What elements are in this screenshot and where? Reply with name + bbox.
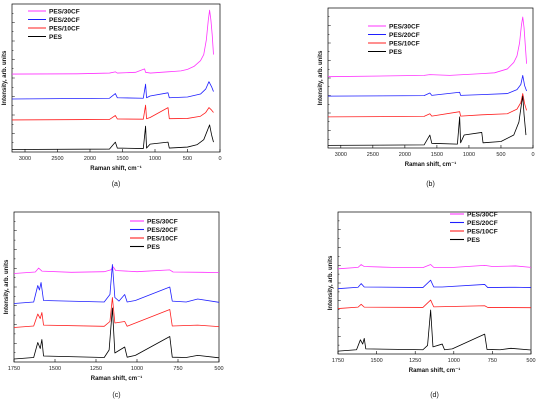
series-line-pes-20cf [337, 279, 532, 290]
x-tick-label: 0 [218, 156, 221, 162]
series-line-pes-10cf [327, 93, 527, 118]
x-tick-label: 500 [526, 358, 535, 364]
panel-d: 1750 1500 1250 1000 750 500 Raman shift, cm⁻¹ I… [328, 211, 536, 399]
legend-label: PES [389, 49, 403, 56]
x-tick-label: 1000 [463, 152, 475, 158]
legend-label: PES/30CF [389, 23, 420, 30]
x-tick-label: 500 [183, 156, 192, 162]
y-axis-title: Intensity, arb. units [328, 255, 334, 310]
legend-label: PES [147, 244, 161, 251]
series-line-pes-30cf [327, 16, 527, 78]
panel-label: (a) [112, 181, 121, 188]
x-tick-label: 2000 [399, 152, 411, 158]
x-tick-label: 1500 [49, 366, 61, 372]
x-tick-label: 1500 [431, 152, 443, 158]
x-tick-label: 1000 [149, 156, 161, 162]
series-line-pes-10cf [11, 104, 214, 121]
x-tick-label: 1250 [409, 358, 421, 364]
x-tick-label: 3000 [335, 152, 347, 158]
x-tick-label: 1750 [332, 358, 344, 364]
series-line-pes-20cf [327, 75, 527, 97]
x-tick-label: 750 [488, 358, 497, 364]
x-tick-label: 3000 [19, 156, 31, 162]
x-tick-label: 750 [173, 366, 182, 372]
series-line-pes-10cf [13, 297, 220, 328]
panel-label: (d) [430, 392, 439, 399]
series-line-pes-20cf [13, 264, 220, 304]
x-axis-title: Raman shift, cm⁻¹ [405, 161, 457, 168]
x-tick-label: 500 [214, 366, 223, 372]
plot-frame [337, 211, 532, 355]
x-tick-label: 2500 [51, 156, 63, 162]
y-axis-title: Intensity, arb. units [318, 50, 324, 105]
series-line-pes [327, 95, 527, 146]
series-line-pes [11, 124, 214, 150]
legend-label: PES/30CF [49, 8, 80, 15]
panel-c: 1750 1500 1250 1000 750 500 Raman shift, cm⁻¹ I… [4, 211, 224, 399]
panel-b: 3000 2500 2000 1500 1000 500 0 Raman shift, cm⁻… [318, 7, 535, 188]
plot-frame [327, 7, 534, 149]
legend-label: PES/20CF [147, 227, 178, 234]
x-tick-label: 1750 [8, 366, 20, 372]
plot-frame [13, 211, 220, 363]
series-line-pes-30cf [13, 266, 220, 274]
legend-label: PES/10CF [147, 235, 178, 242]
legend-label: PES/10CF [467, 228, 498, 235]
legend-label: PES/30CF [467, 211, 498, 218]
legend-label: PES/20CF [389, 32, 420, 39]
x-tick-label: 2500 [367, 152, 379, 158]
series-line-pes [13, 307, 220, 360]
legend-label: PES/20CF [467, 220, 498, 227]
legend-label: PES/10CF [389, 40, 420, 47]
y-axis-title: Intensity, arb. units [4, 259, 10, 314]
x-tick-label: 0 [531, 152, 534, 158]
x-tick-label: 1500 [116, 156, 128, 162]
x-tick-label: 1250 [90, 366, 102, 372]
panel-a: 3000 2500 2000 1500 1000 500 0 Raman shift, cm⁻… [2, 3, 222, 188]
x-tick-label: 500 [496, 152, 505, 158]
plot-frame [11, 3, 221, 153]
legend-label: PES/30CF [147, 218, 178, 225]
legend-label: PES [49, 34, 63, 41]
series-line-pes-20cf [11, 81, 214, 100]
series-line-pes [337, 309, 532, 352]
series-line-pes-10cf [337, 299, 532, 309]
panel-label: (c) [112, 392, 120, 399]
x-tick-label: 1500 [370, 358, 382, 364]
x-axis-title: Raman shift, cm⁻¹ [90, 165, 142, 172]
x-tick-label: 2000 [84, 156, 96, 162]
panel-label: (b) [426, 181, 435, 188]
series-line-pes-30cf [337, 264, 532, 270]
y-axis-title: Intensity, arb. units [2, 50, 8, 105]
legend-label: PES [467, 237, 481, 244]
x-tick-label: 1000 [131, 366, 143, 372]
x-axis-title: Raman shift, cm⁻¹ [91, 375, 143, 382]
x-tick-label: 1000 [448, 358, 460, 364]
series-line-pes-30cf [11, 9, 214, 75]
x-axis-title: Raman shift, cm⁻¹ [409, 367, 461, 374]
legend-label: PES/20CF [49, 17, 80, 24]
legend-label: PES/10CF [49, 25, 80, 32]
